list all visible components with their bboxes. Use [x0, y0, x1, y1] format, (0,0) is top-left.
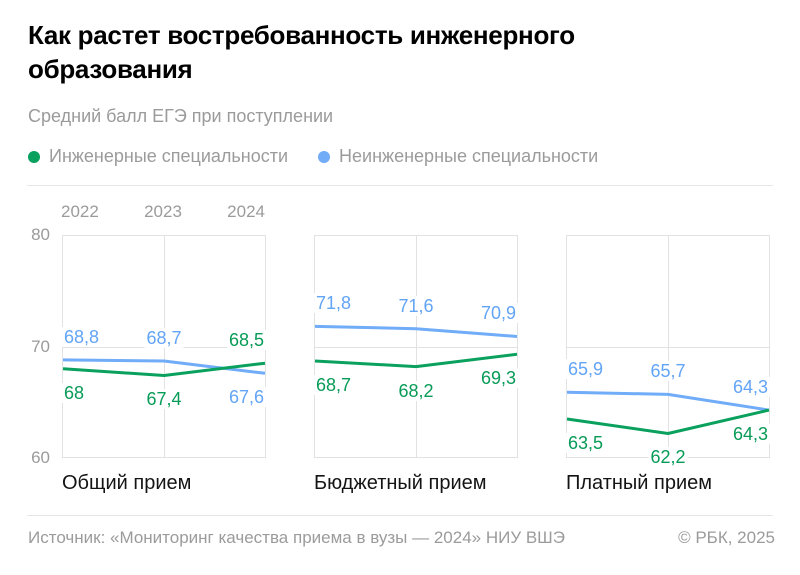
- chart-subtitle: Средний балл ЕГЭ при поступлении: [28, 106, 334, 126]
- value-label: 71,6: [396, 296, 436, 316]
- page-title: Как растет востребованность инженерного …: [28, 20, 575, 84]
- gridline-horizontal: [315, 457, 517, 458]
- value-label: 63,5: [566, 433, 606, 453]
- gridline-horizontal: [567, 235, 769, 236]
- value-label: 69,3: [478, 368, 518, 388]
- value-label: 67,4: [144, 389, 184, 409]
- engineering-line: [62, 361, 266, 377]
- bottom-divider: [27, 515, 773, 516]
- y-tick-label: 70: [31, 336, 50, 356]
- footer: Источник: «Мониторинг качества приема в …: [28, 528, 775, 548]
- non-engineering-series-dot-icon: [318, 150, 331, 163]
- year-label: 2022: [61, 202, 99, 221]
- panel-platnyy-priem: Платный прием 63,5 65,9 62,2 65,7 64,3 64,3: [566, 235, 770, 494]
- panel-lines-svg: [566, 390, 770, 435]
- value-label: 68,2: [396, 381, 436, 401]
- value-label: 67,6: [226, 387, 266, 407]
- gridline-horizontal: [63, 457, 265, 458]
- legend-item-non-engineering: Неинженерные специальности: [318, 146, 598, 167]
- legend: Инженерные специальности Неинженерные сп…: [28, 146, 598, 167]
- value-label: 64,3: [730, 377, 770, 397]
- panel-caption: Бюджетный прием: [314, 472, 487, 494]
- value-label: 62,2: [648, 447, 688, 467]
- y-tick-label: 80: [31, 225, 50, 244]
- value-label: 71,8: [314, 293, 354, 313]
- non-engineering-line: [62, 358, 266, 375]
- value-label: 64,3: [730, 424, 770, 444]
- non-engineering-line: [314, 324, 518, 338]
- value-label: 65,7: [648, 361, 688, 381]
- value-label: 68,7: [144, 328, 184, 348]
- x-axis-years: 2022 2023 2024: [61, 202, 265, 222]
- panel-lines-svg: [62, 358, 266, 377]
- legend-item-label: Инженерные специальности: [49, 146, 289, 166]
- panel-caption: Общий прием: [62, 472, 192, 494]
- legend-item-engineering: Инженерные специальности: [28, 146, 288, 167]
- gridline-horizontal: [315, 235, 517, 236]
- value-label: 68: [62, 383, 87, 403]
- non-engineering-line: [566, 390, 770, 412]
- engineering-series-dot-icon: [28, 150, 40, 163]
- y-axis: 80 70 60: [16, 225, 50, 467]
- panel-lines-svg: [314, 324, 518, 369]
- gridline-horizontal: [567, 346, 769, 348]
- engineering-line: [566, 408, 770, 435]
- value-label: 70,9: [478, 303, 518, 323]
- value-label: 65,9: [566, 359, 606, 379]
- y-tick-label: 60: [31, 448, 50, 467]
- gridline-horizontal: [63, 235, 265, 236]
- year-label: 2024: [227, 202, 265, 221]
- copyright-note: © РБК, 2025: [678, 528, 775, 547]
- year-label: 2023: [144, 202, 182, 221]
- value-label: 68,8: [62, 327, 102, 347]
- panel-byudzhetnyy-priem: Бюджетный прием 68,7 71,8 68,2 71,6 69,3 70,9: [314, 235, 518, 494]
- value-label: 68,7: [314, 375, 354, 395]
- panel-caption: Платный прием: [566, 472, 713, 494]
- legend-item-label: Неинженерные специальности: [339, 146, 599, 166]
- gridline-horizontal: [315, 346, 517, 348]
- source-note: Источник: «Мониторинг качества приема в …: [28, 528, 565, 547]
- panel-obshchiy-priem: Общий прием 68 68,8 67,4 68,7 68,5 67,6: [62, 235, 266, 494]
- engineering-line: [314, 352, 518, 369]
- value-label: 68,5: [226, 330, 266, 350]
- top-divider: [27, 185, 773, 186]
